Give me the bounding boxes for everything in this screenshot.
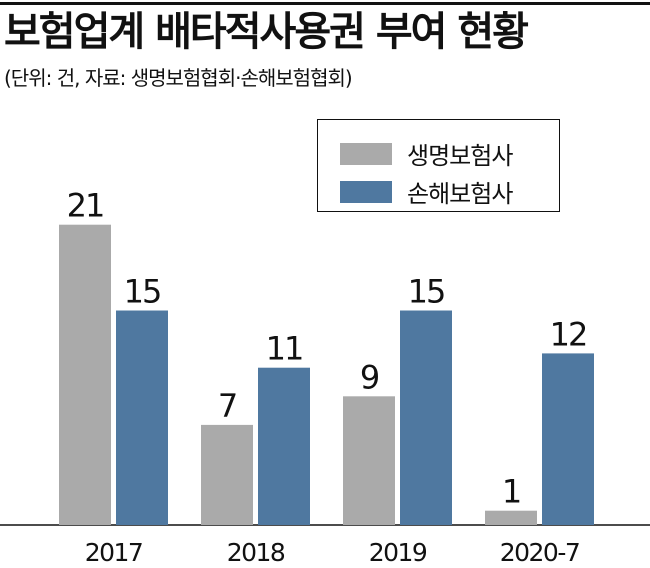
x-tick-label-2019: 2019 [369, 538, 427, 567]
legend-label-nonlife: 손해보험사 [407, 180, 513, 208]
data-label-nonlife-2020-7: 12 [550, 315, 587, 353]
bar-nonlife-2019 [400, 310, 452, 525]
legend-label-life: 생명보험사 [407, 142, 513, 170]
data-label-life-2017: 21 [67, 187, 104, 225]
x-tick-label-2017: 2017 [85, 538, 143, 567]
data-label-nonlife-2018: 11 [266, 330, 303, 368]
bar-life-2017 [59, 224, 111, 525]
legend-swatch-nonlife [340, 180, 392, 203]
data-labels-group: 21 15 7 11 9 15 1 12 [67, 187, 589, 511]
legend-item-life: 생명보험사 [340, 136, 513, 171]
chart-title: 보험업계 배타적사용권 부여 현황 [4, 9, 529, 55]
data-label-life-2019: 9 [360, 358, 379, 396]
data-label-nonlife-2019: 15 [408, 273, 445, 311]
bar-life-2020-7 [485, 510, 537, 525]
bar-nonlife-2017 [116, 310, 168, 525]
top-rule [0, 2, 650, 5]
legend-swatch-life [340, 142, 392, 165]
x-tick-label-2018: 2018 [227, 538, 285, 567]
data-label-life-2020-7: 1 [502, 473, 520, 511]
bar-nonlife-2020-7 [542, 353, 594, 525]
bar-life-2018 [201, 424, 253, 525]
data-label-life-2018: 7 [218, 387, 236, 425]
x-tick-label-2020-7: 2020-7 [500, 538, 580, 567]
legend: 생명보험사 손해보험사 [317, 119, 560, 212]
data-label-nonlife-2017: 15 [124, 273, 161, 311]
bar-life-2019 [343, 396, 395, 525]
bars-group [59, 224, 594, 525]
chart-subtitle: (단위: 건, 자료: 생명보험협회·손해보험협회) [4, 66, 353, 90]
x-tick-labels-group: 2017 2018 2019 2020-7 [85, 538, 581, 567]
bar-nonlife-2018 [258, 367, 310, 525]
legend-item-nonlife: 손해보험사 [340, 174, 513, 209]
